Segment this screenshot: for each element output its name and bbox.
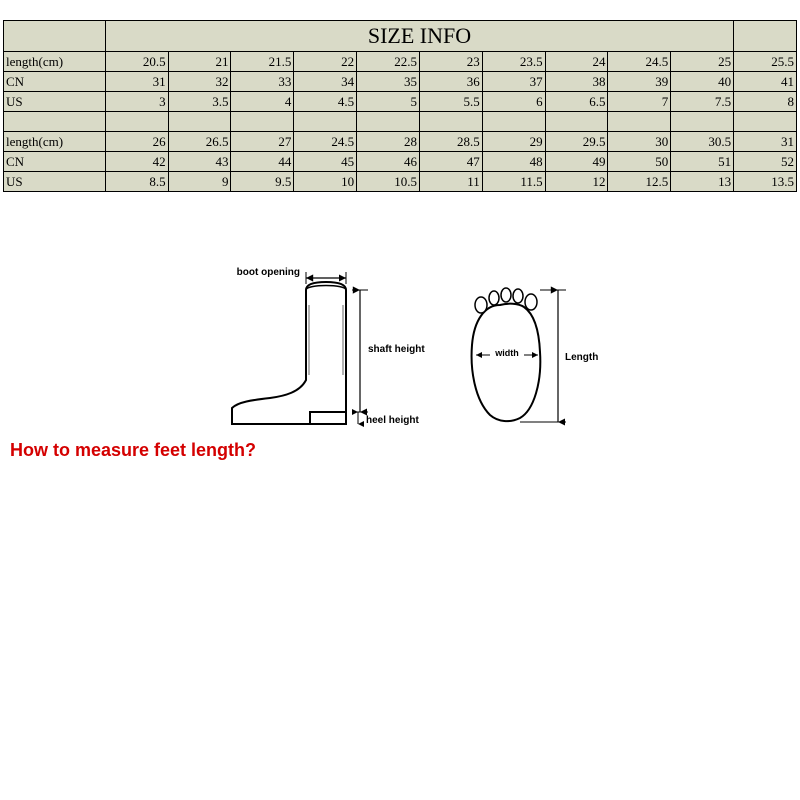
b1-len-8: 24.5 <box>608 52 671 72</box>
b1-us-5: 5.5 <box>419 92 482 112</box>
label-length: Length <box>565 352 598 363</box>
b1-len-10: 25.5 <box>734 52 797 72</box>
b1-len-1: 21 <box>168 52 231 72</box>
b2-us-10: 13.5 <box>734 172 797 192</box>
b2-us-label: US <box>4 172 106 192</box>
b1-cn-2: 33 <box>231 72 294 92</box>
b1-us-0: 3 <box>105 92 168 112</box>
b2-cn-2: 44 <box>231 152 294 172</box>
b2-us-3: 10 <box>294 172 357 192</box>
b2-us-8: 12.5 <box>608 172 671 192</box>
header-row: SIZE INFO <box>4 21 797 52</box>
b1-cn-8: 39 <box>608 72 671 92</box>
b1-len-0: 20.5 <box>105 52 168 72</box>
b1-len-4: 22.5 <box>357 52 420 72</box>
b2-cn-10: 52 <box>734 152 797 172</box>
label-width: width <box>494 348 519 358</box>
b1-cn-9: 40 <box>671 72 734 92</box>
b1-us-6: 6 <box>482 92 545 112</box>
b2-us-6: 11.5 <box>482 172 545 192</box>
b1-us-row: US 3 3.5 4 4.5 5 5.5 6 6.5 7 7.5 8 <box>4 92 797 112</box>
size-table-container: SIZE INFO length(cm) 20.5 21 21.5 22 22.… <box>3 20 797 192</box>
b1-cn-5: 36 <box>419 72 482 92</box>
b1-us-4: 5 <box>357 92 420 112</box>
header-spacer-right <box>734 21 797 52</box>
diagram-svg: boot opening shaft height heel height wi… <box>0 260 800 520</box>
b1-len-9: 25 <box>671 52 734 72</box>
b2-length-row: length(cm) 26 26.5 27 24.5 28 28.5 29 29… <box>4 132 797 152</box>
label-heel-height: heel height <box>366 415 419 426</box>
b1-length-row: length(cm) 20.5 21 21.5 22 22.5 23 23.5 … <box>4 52 797 72</box>
b1-us-1: 3.5 <box>168 92 231 112</box>
boot-icon <box>232 282 346 424</box>
b2-len-3: 24.5 <box>294 132 357 152</box>
b1-cn-7: 38 <box>545 72 608 92</box>
b2-us-row: US 8.5 9 9.5 10 10.5 11 11.5 12 12.5 13 … <box>4 172 797 192</box>
b2-cn-row: CN 42 43 44 45 46 47 48 49 50 51 52 <box>4 152 797 172</box>
b2-cn-1: 43 <box>168 152 231 172</box>
b2-len-0: 26 <box>105 132 168 152</box>
b1-cn-3: 34 <box>294 72 357 92</box>
b2-us-4: 10.5 <box>357 172 420 192</box>
label-boot-opening: boot opening <box>237 267 300 278</box>
b2-cn-8: 50 <box>608 152 671 172</box>
b2-cn-6: 48 <box>482 152 545 172</box>
b2-cn-4: 46 <box>357 152 420 172</box>
b1-us-9: 7.5 <box>671 92 734 112</box>
b1-cn-4: 35 <box>357 72 420 92</box>
table-title: SIZE INFO <box>105 21 733 52</box>
b1-cn-1: 32 <box>168 72 231 92</box>
spacer-cell <box>4 112 106 132</box>
b2-cn-5: 47 <box>419 152 482 172</box>
b2-len-1: 26.5 <box>168 132 231 152</box>
b1-len-6: 23.5 <box>482 52 545 72</box>
b1-len-3: 22 <box>294 52 357 72</box>
b2-cn-7: 49 <box>545 152 608 172</box>
b2-len-6: 29 <box>482 132 545 152</box>
b1-cn-row: CN 31 32 33 34 35 36 37 38 39 40 41 <box>4 72 797 92</box>
b2-us-9: 13 <box>671 172 734 192</box>
b2-len-9: 30.5 <box>671 132 734 152</box>
b2-us-5: 11 <box>419 172 482 192</box>
label-shaft-height: shaft height <box>368 344 425 355</box>
b2-us-0: 8.5 <box>105 172 168 192</box>
b2-cn-9: 51 <box>671 152 734 172</box>
b1-cn-label: CN <box>4 72 106 92</box>
b1-length-label: length(cm) <box>4 52 106 72</box>
spacer-row <box>4 112 797 132</box>
size-info-table: SIZE INFO length(cm) 20.5 21 21.5 22 22.… <box>3 20 797 192</box>
b2-len-8: 30 <box>608 132 671 152</box>
b1-us-7: 6.5 <box>545 92 608 112</box>
b1-us-10: 8 <box>734 92 797 112</box>
header-spacer-left <box>4 21 106 52</box>
b2-us-2: 9.5 <box>231 172 294 192</box>
b2-us-1: 9 <box>168 172 231 192</box>
b1-us-8: 7 <box>608 92 671 112</box>
b1-cn-10: 41 <box>734 72 797 92</box>
b2-len-2: 27 <box>231 132 294 152</box>
b1-us-label: US <box>4 92 106 112</box>
b2-us-7: 12 <box>545 172 608 192</box>
b1-us-3: 4.5 <box>294 92 357 112</box>
b2-len-4: 28 <box>357 132 420 152</box>
howto-text: How to measure feet length? <box>10 440 256 461</box>
b2-len-5: 28.5 <box>419 132 482 152</box>
b2-cn-0: 42 <box>105 152 168 172</box>
b2-cn-label: CN <box>4 152 106 172</box>
b1-us-2: 4 <box>231 92 294 112</box>
b1-len-2: 21.5 <box>231 52 294 72</box>
measurement-diagram: boot opening shaft height heel height wi… <box>0 260 800 520</box>
b2-cn-3: 45 <box>294 152 357 172</box>
b2-len-10: 31 <box>734 132 797 152</box>
b1-len-5: 23 <box>419 52 482 72</box>
b2-len-7: 29.5 <box>545 132 608 152</box>
b1-cn-0: 31 <box>105 72 168 92</box>
b1-len-7: 24 <box>545 52 608 72</box>
b1-cn-6: 37 <box>482 72 545 92</box>
b2-length-label: length(cm) <box>4 132 106 152</box>
